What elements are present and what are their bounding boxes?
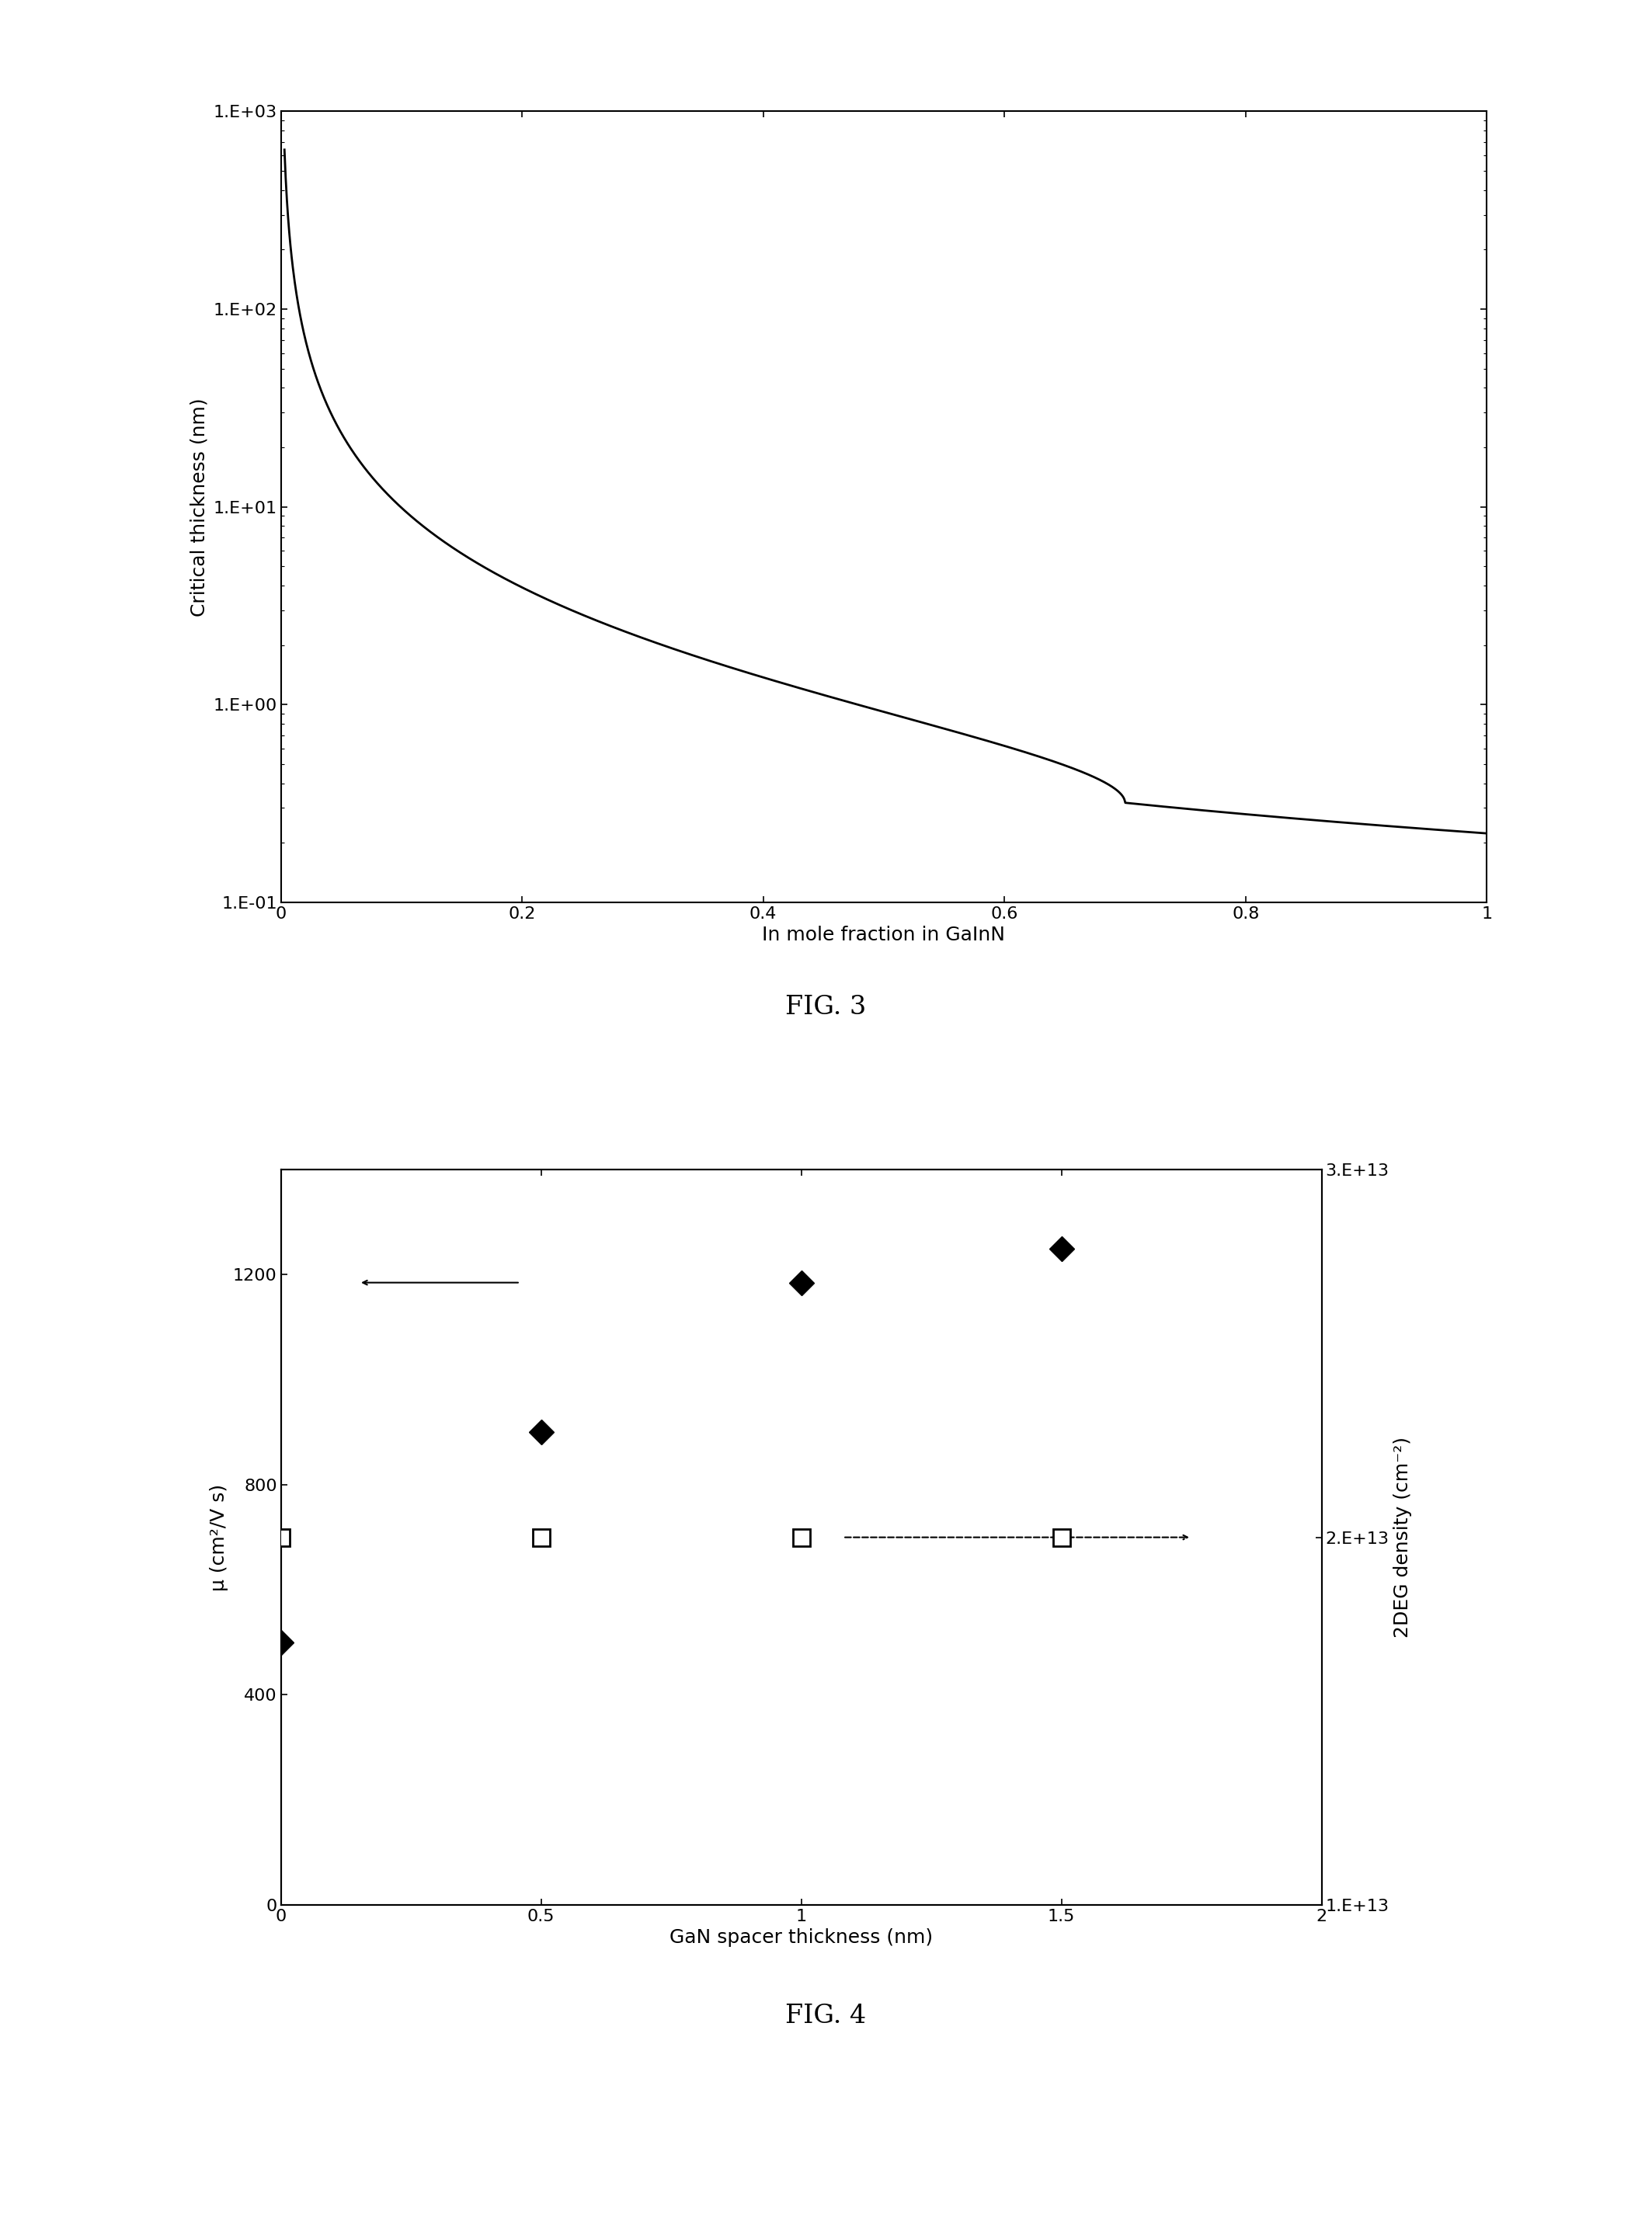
Y-axis label: Critical thickness (nm): Critical thickness (nm) [190,397,208,617]
Text: FIG. 3: FIG. 3 [785,994,867,1020]
X-axis label: In mole fraction in GaInN: In mole fraction in GaInN [762,927,1006,945]
Y-axis label: μ (cm²/V s): μ (cm²/V s) [210,1484,228,1591]
Y-axis label: 2DEG density (cm⁻²): 2DEG density (cm⁻²) [1393,1437,1412,1638]
Text: FIG. 4: FIG. 4 [786,2003,866,2030]
X-axis label: GaN spacer thickness (nm): GaN spacer thickness (nm) [669,1929,933,1947]
